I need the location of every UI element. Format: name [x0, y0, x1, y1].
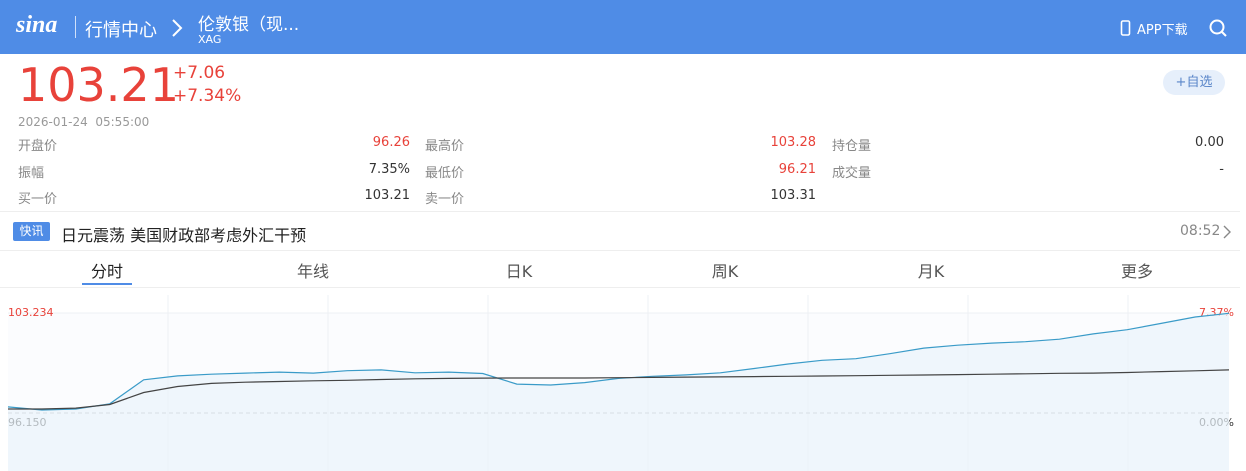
- divider: [0, 211, 1240, 212]
- area: [8, 313, 1229, 471]
- stat-value: 103.21: [364, 188, 411, 203]
- symbol-name: 伦敦银（现...: [198, 15, 300, 35]
- stat-value: 103.28: [770, 135, 817, 150]
- divider: [0, 287, 1240, 288]
- price: 103.21: [18, 58, 179, 112]
- tab[interactable]: 分时: [90, 262, 123, 281]
- app-download[interactable]: APP下载: [1137, 23, 1188, 38]
- search-icon[interactable]: [1208, 18, 1228, 38]
- tab[interactable]: 更多: [1120, 262, 1153, 281]
- tab[interactable]: 月K: [917, 262, 945, 281]
- add-watchlist[interactable]: +自选: [1163, 70, 1225, 95]
- stat-value: 0.00: [1195, 135, 1224, 150]
- stat-value: 96.21: [778, 161, 816, 177]
- tab[interactable]: 周K: [711, 262, 739, 281]
- divider: [0, 250, 1240, 251]
- phone-icon: [1120, 20, 1131, 36]
- stat-label: 开盘价: [18, 139, 58, 154]
- line: [7, 312, 1230, 411]
- stat-label: 振幅: [18, 165, 45, 181]
- y-tick-label: 103.234: [8, 306, 54, 319]
- header: sina 行情中心 伦敦银（现... XAG APP下载: [0, 0, 1246, 54]
- stat-label: 最高价: [425, 139, 465, 154]
- stat-label: 买一价: [18, 192, 58, 207]
- news-title[interactable]: 日元震荡 美国财政部考虑外汇干预: [61, 226, 307, 245]
- tab[interactable]: 日K: [505, 262, 533, 281]
- news-badge: 快讯: [13, 222, 50, 241]
- stat-value: 96.26: [372, 135, 410, 150]
- stat-value: 103.31: [770, 188, 817, 203]
- stat-label: 卖一价: [425, 192, 465, 207]
- stat-value: -: [1219, 161, 1224, 177]
- chevron: [1223, 225, 1231, 239]
- stat-label: 持仓量: [832, 139, 872, 154]
- intraday-chart: 103.23496.1507.37%0.00%: [7, 295, 1234, 471]
- section[interactable]: 行情中心: [85, 20, 157, 41]
- stat-value: 7.35%: [368, 161, 410, 177]
- change-pct: +7.34%: [173, 86, 242, 106]
- tab-underline: [82, 283, 132, 285]
- quote-time: 2026-01-24 05:55:00: [18, 115, 150, 129]
- symbol-code: XAG: [198, 33, 222, 46]
- logo[interactable]: sina: [16, 12, 58, 38]
- news-time: 08:52: [1180, 223, 1221, 239]
- tab[interactable]: 年线: [296, 262, 329, 281]
- stat-label: 成交量: [832, 165, 872, 181]
- stat-label: 最低价: [425, 165, 465, 181]
- chevron: [172, 19, 183, 37]
- change: +7.06: [173, 63, 226, 83]
- divider: [75, 16, 76, 38]
- line: [8, 369, 1230, 410]
